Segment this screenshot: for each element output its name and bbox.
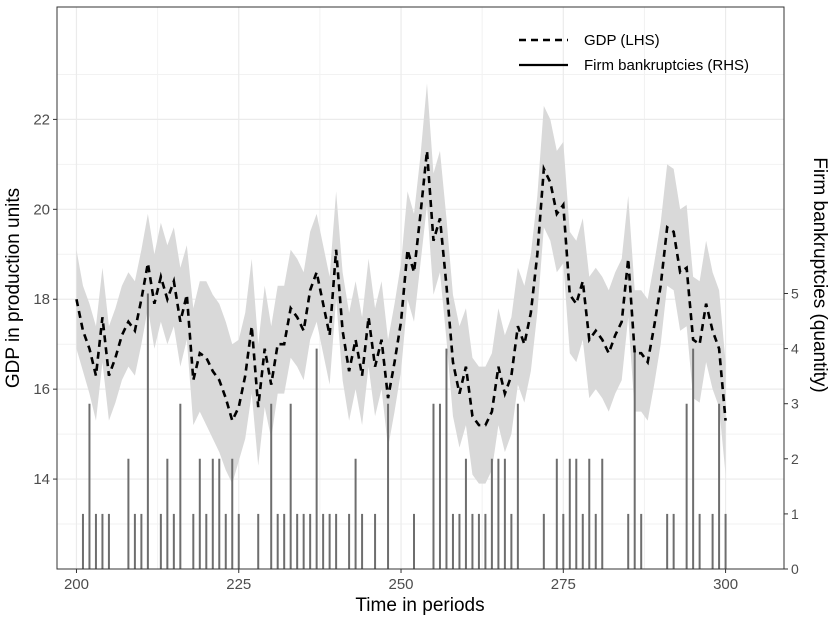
y2-tick-label: 5 [791, 286, 799, 302]
y2-axis: 0 1 2 3 4 5 [784, 286, 799, 577]
y2-tick-label: 4 [791, 341, 799, 357]
legend: GDP (LHS) Firm bankruptcies (RHS) [519, 32, 749, 74]
x-tick-label: 275 [551, 576, 576, 593]
y2-tick-label: 0 [791, 561, 799, 577]
legend-bankruptcies-label: Firm bankruptcies (RHS) [584, 57, 749, 74]
y-tick-label: 14 [33, 471, 50, 488]
x-tick-label: 225 [226, 576, 251, 593]
y2-tick-label: 3 [791, 396, 799, 412]
y-tick-label: 18 [33, 291, 50, 308]
y2-tick-label: 2 [791, 451, 799, 467]
x-axis: 200 225 250 275 300 [64, 569, 738, 593]
bankruptcy-bars [81, 293, 727, 569]
x-axis-title: Time in periods [355, 595, 484, 616]
gdp-confidence-band [76, 83, 726, 484]
y-tick-label: 16 [33, 381, 50, 398]
y-tick-label: 20 [33, 201, 50, 218]
y-axis: 14 16 18 20 22 [33, 111, 57, 488]
gdp-line [75, 150, 727, 427]
x-tick-label: 200 [64, 576, 89, 593]
y-axis-title: GDP in production units [3, 188, 24, 388]
y-tick-label: 22 [33, 111, 50, 128]
y2-tick-label: 1 [791, 506, 799, 522]
x-tick-label: 300 [713, 576, 738, 593]
plot-border [56, 6, 785, 570]
y2-axis-title: Firm bankruptcies (quantity) [809, 157, 830, 392]
legend-gdp-label: GDP (LHS) [584, 32, 660, 49]
x-tick-label: 250 [389, 576, 414, 593]
